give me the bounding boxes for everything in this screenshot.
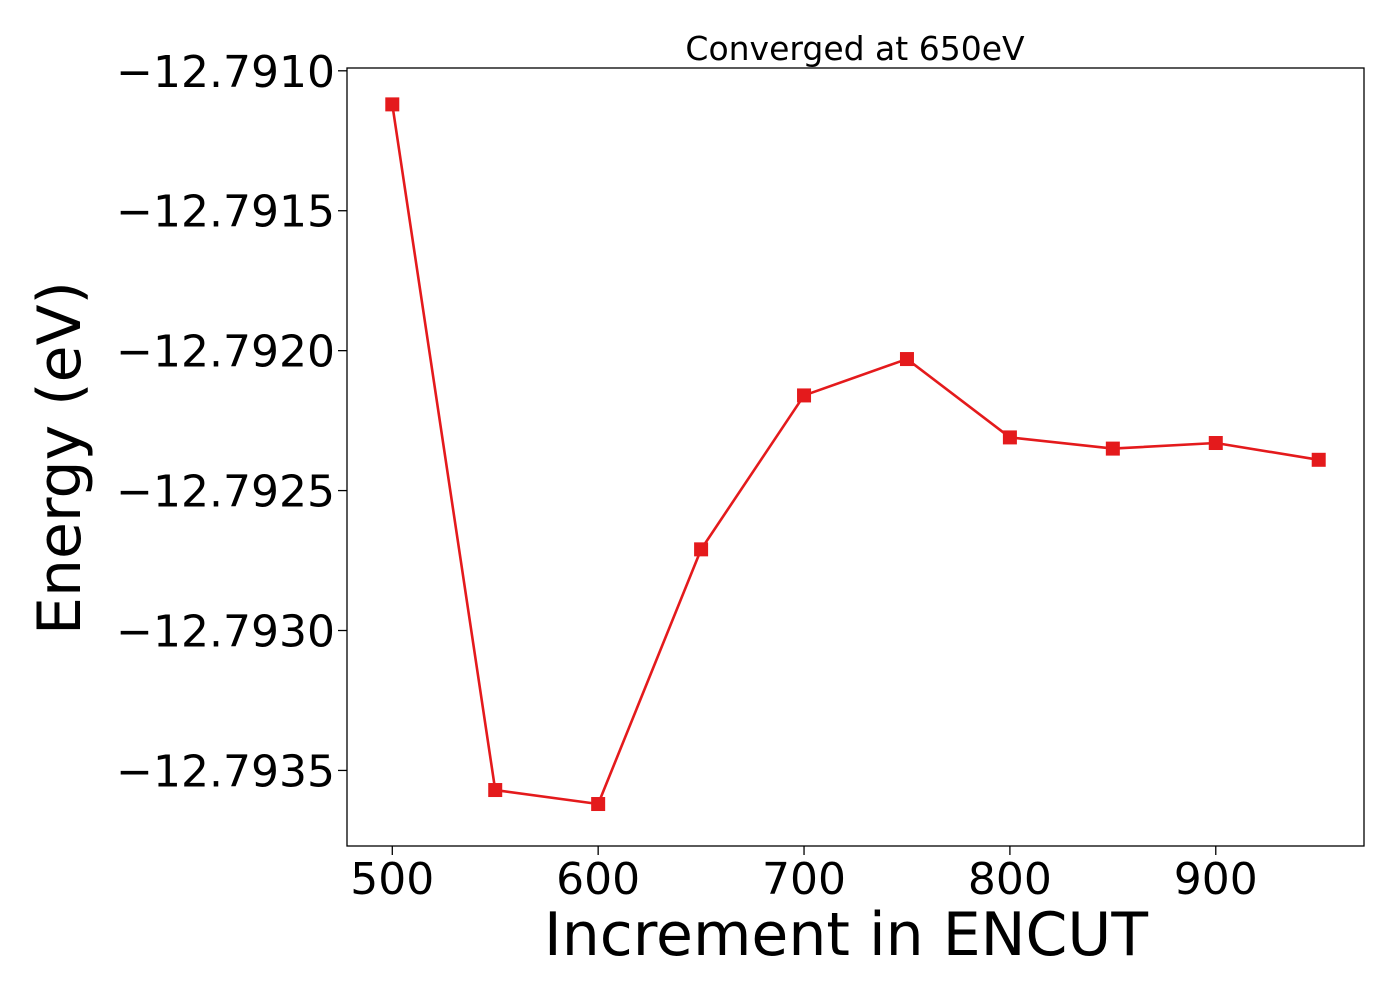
data-point-marker	[385, 97, 400, 112]
x-axis-label: Increment in ENCUT	[544, 900, 1148, 970]
data-point-marker	[591, 797, 606, 812]
y-axis-label: Energy (eV)	[25, 281, 95, 635]
data-point-marker	[1105, 441, 1120, 456]
data-point-marker	[488, 783, 503, 798]
x-tick-label: 700	[762, 854, 846, 905]
y-tick-label: −12.7920	[116, 327, 335, 378]
data-point-marker	[694, 542, 709, 557]
chart-title: Converged at 650eV	[685, 29, 1025, 68]
y-tick-label: −12.7910	[116, 47, 335, 98]
series-layer	[385, 97, 1326, 812]
x-tick-label: 800	[968, 854, 1052, 905]
data-point-marker	[1311, 452, 1326, 467]
y-tick-label: −12.7930	[116, 607, 335, 658]
x-tick-label: 500	[350, 854, 434, 905]
y-tick-label: −12.7915	[116, 187, 335, 238]
y-tick-label: −12.7935	[116, 746, 335, 797]
x-axis-ticks: 500 600 700 800 900	[350, 846, 1258, 905]
data-point-marker	[899, 352, 914, 367]
x-tick-label: 900	[1174, 854, 1258, 905]
data-point-marker	[1002, 430, 1017, 445]
plot-frame	[346, 67, 1365, 847]
y-axis-ticks: −12.7910 −12.7915 −12.7920 −12.7925 −12.7930…	[116, 47, 347, 797]
x-tick-label: 600	[556, 854, 640, 905]
data-point-marker	[797, 388, 812, 403]
y-tick-label: −12.7925	[116, 467, 335, 518]
series-line	[391, 104, 1319, 806]
data-point-marker	[1208, 436, 1223, 451]
